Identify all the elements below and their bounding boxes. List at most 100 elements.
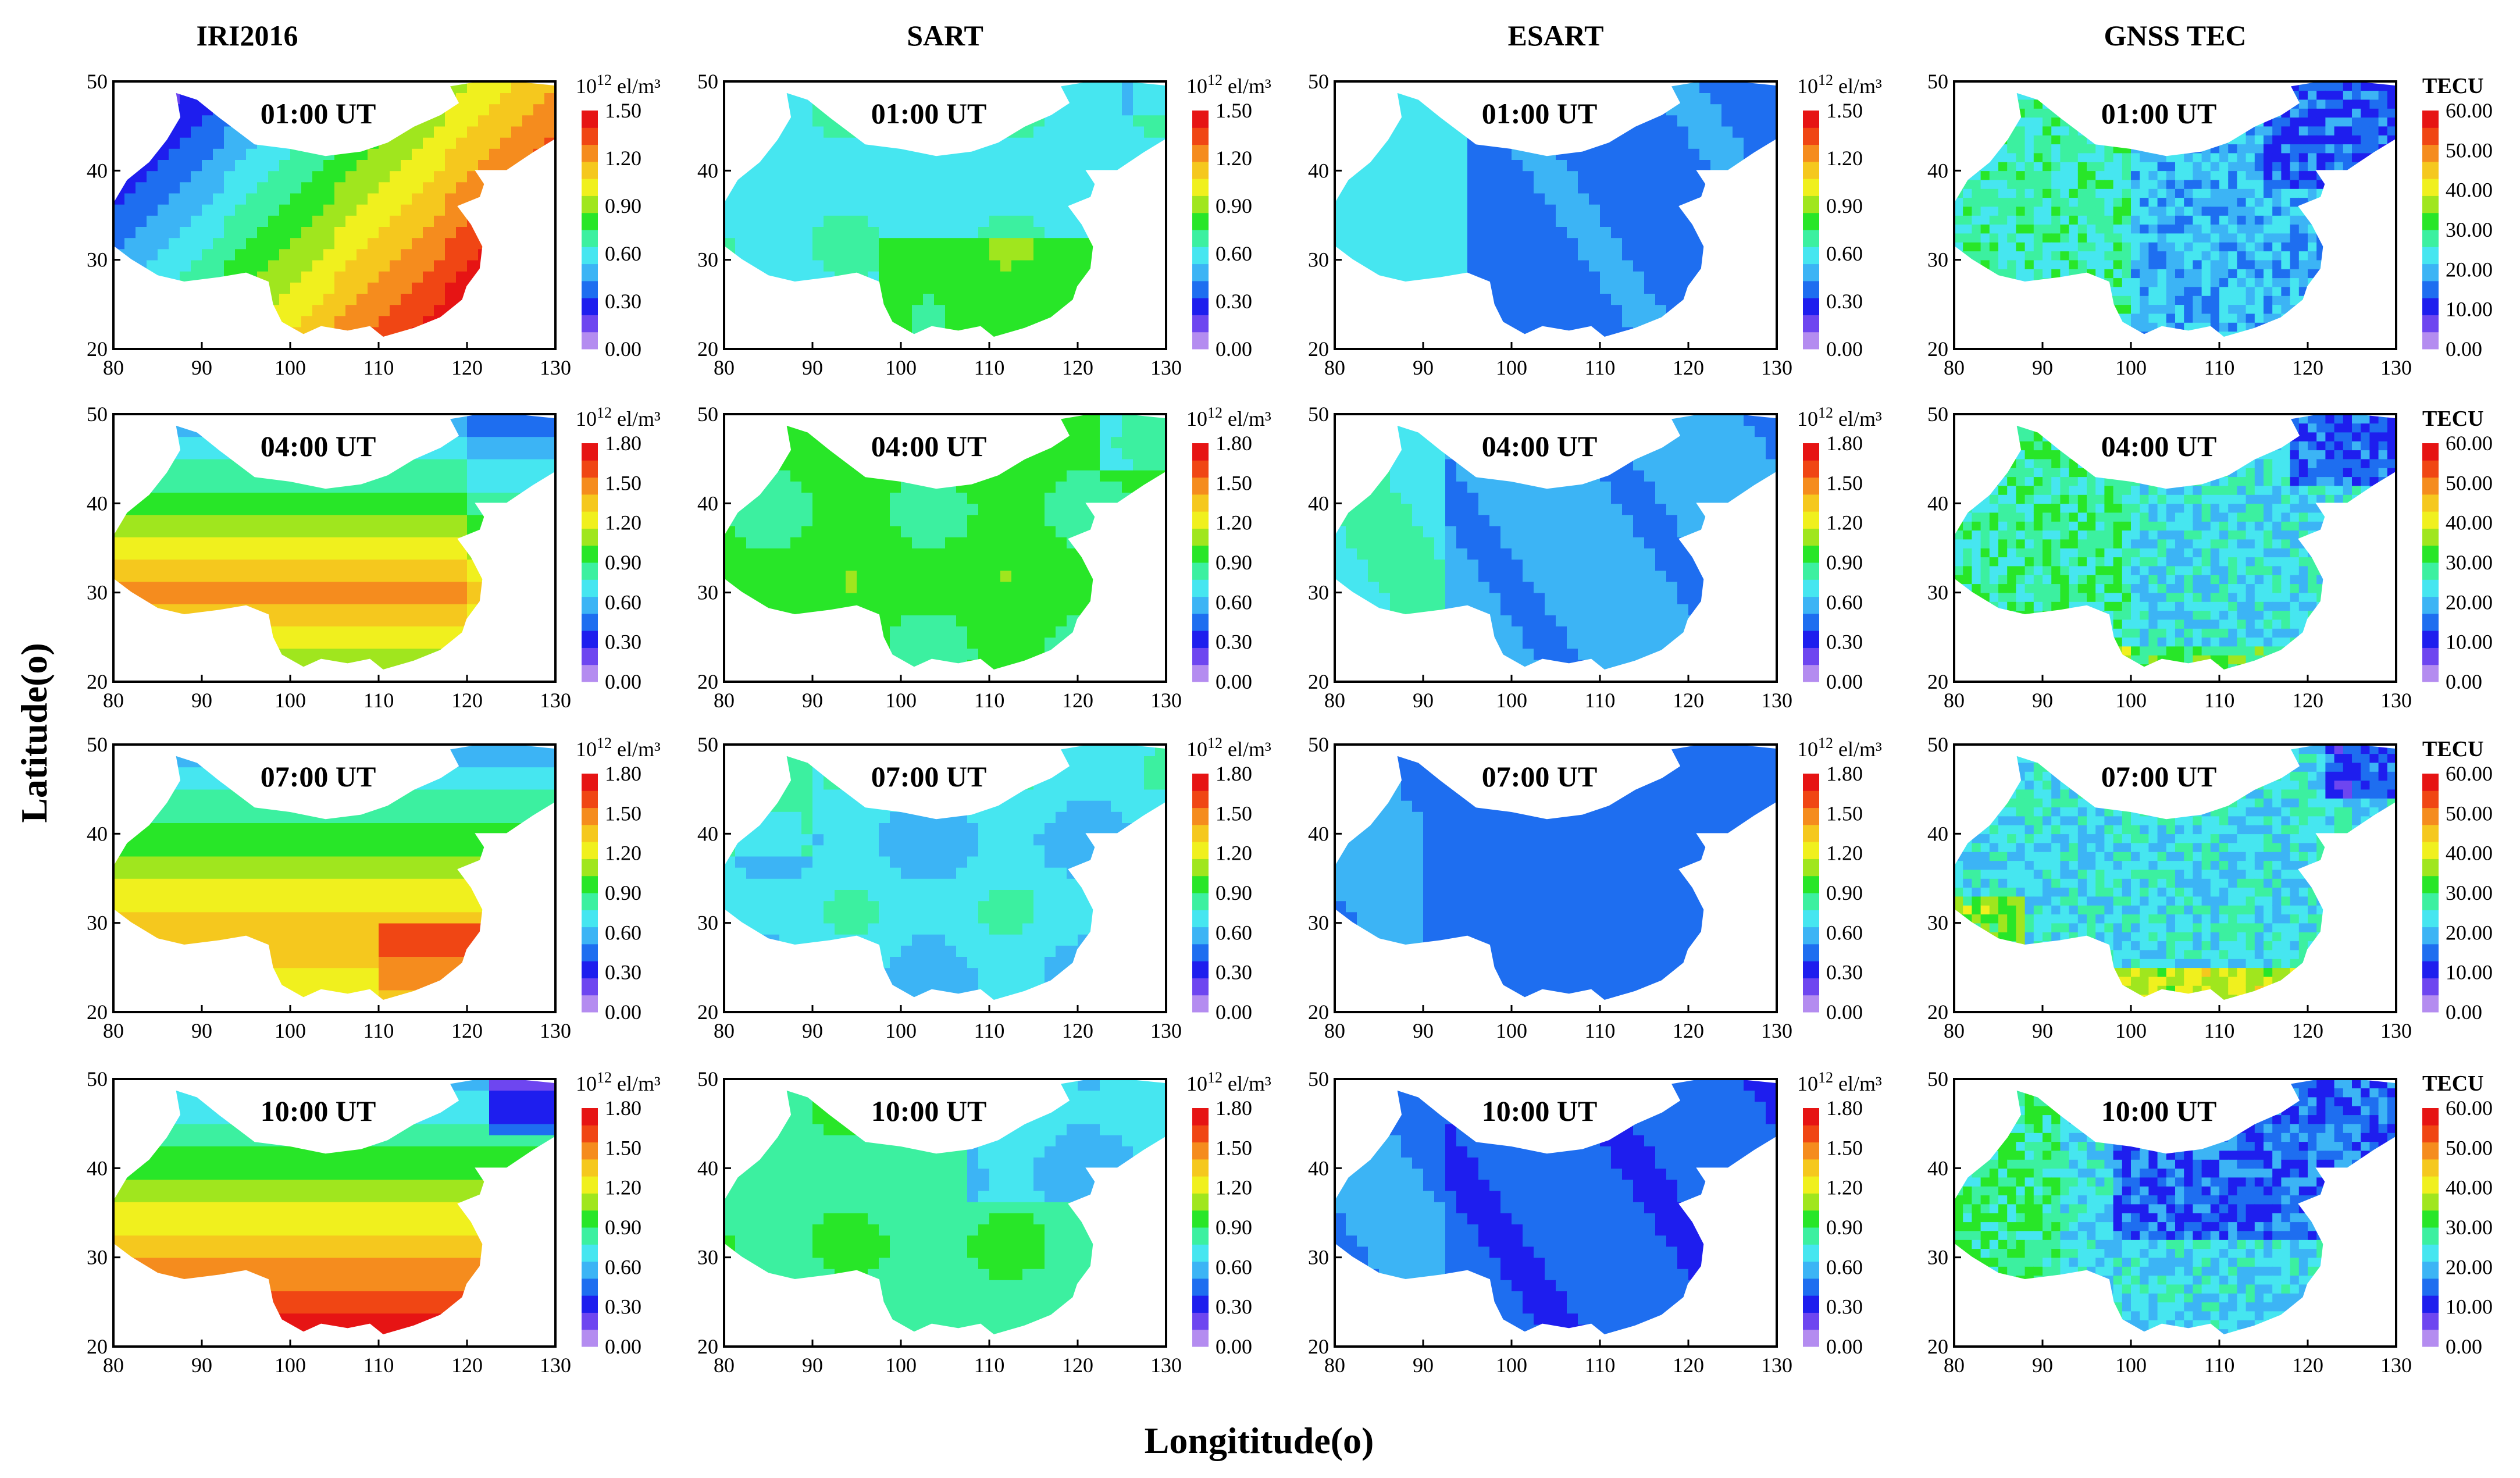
field-cell	[1045, 126, 1056, 138]
field-cell	[2369, 331, 2379, 338]
field-cell	[1963, 322, 1973, 332]
field-cell	[890, 259, 901, 272]
field-cell	[956, 204, 968, 216]
field-cell	[1478, 137, 1490, 149]
field-cell	[2219, 99, 2229, 109]
field-cell	[124, 204, 136, 216]
field-cell	[1655, 282, 1667, 294]
colorbar-tick-label: 1.20	[1826, 147, 1863, 170]
field-cell	[779, 282, 791, 294]
field-cell	[1000, 181, 1012, 194]
field-cell	[1022, 137, 1034, 149]
field-cell	[2007, 206, 2017, 216]
field-cell	[2334, 197, 2344, 207]
field-cell	[1011, 137, 1023, 149]
field-cell	[246, 159, 258, 172]
field-cell	[312, 137, 324, 149]
field-cell	[1633, 148, 1645, 160]
field-cell	[1089, 148, 1100, 160]
field-cell	[323, 282, 335, 294]
field-cell	[2051, 99, 2061, 109]
field-cell	[824, 170, 835, 183]
field-cell	[1467, 248, 1479, 261]
field-cell	[191, 148, 202, 160]
field-cell	[412, 248, 423, 261]
field-cell	[2095, 162, 2105, 172]
field-cell	[180, 104, 191, 116]
field-cell	[1401, 137, 1413, 149]
field-cell	[1000, 137, 1012, 149]
field-cell	[790, 338, 802, 350]
field-cell	[1033, 170, 1045, 183]
field-cell	[1633, 170, 1645, 183]
x-tick-label: 110	[2204, 356, 2235, 379]
field-cell	[511, 248, 523, 261]
field-cell	[2245, 188, 2255, 198]
field-cell	[1011, 282, 1023, 294]
field-cell	[1677, 137, 1689, 149]
field-cell	[757, 215, 769, 227]
field-cell	[235, 81, 247, 93]
field-cell	[1033, 126, 1045, 138]
field-cell	[2343, 197, 2353, 207]
field-cell	[1500, 326, 1512, 338]
field-cell	[1357, 204, 1368, 216]
field-cell	[1390, 226, 1402, 238]
field-cell	[368, 159, 379, 172]
field-cell	[191, 626, 202, 638]
field-cell	[1755, 193, 1766, 205]
field-cell	[2184, 81, 2194, 91]
field-cell	[500, 259, 512, 272]
field-cell	[2193, 259, 2202, 269]
field-cell	[1744, 159, 1755, 172]
field-cell	[180, 115, 191, 127]
field-cell	[544, 248, 555, 261]
field-cell	[202, 671, 213, 682]
field-cell	[1067, 170, 1078, 183]
field-cell	[257, 81, 269, 93]
field-cell	[467, 126, 479, 138]
field-cell	[2308, 295, 2317, 305]
field-cell	[1644, 259, 1656, 272]
field-cell	[533, 326, 545, 338]
field-cell	[945, 204, 957, 216]
field-cell	[2051, 81, 2061, 91]
field-cell	[2361, 322, 2371, 332]
field-cell	[2325, 251, 2335, 261]
field-cell	[1972, 295, 1981, 305]
field-cell	[2122, 224, 2132, 234]
field-cell	[1078, 159, 1089, 172]
field-cell	[1423, 259, 1435, 272]
field-cell	[2325, 99, 2335, 109]
field-cell	[213, 315, 224, 327]
field-cell	[2122, 313, 2132, 323]
field-cell	[835, 159, 846, 172]
field-cell	[757, 181, 769, 194]
field-cell	[812, 181, 824, 194]
field-cell	[456, 215, 468, 227]
field-cell	[1989, 135, 1999, 145]
field-cell	[923, 315, 935, 327]
field-cell	[1622, 237, 1634, 250]
field-cell	[1523, 282, 1534, 294]
field-cell	[2069, 277, 2079, 287]
field-cell	[1578, 215, 1589, 227]
field-cell	[235, 514, 247, 526]
field-cell	[1688, 293, 1700, 305]
field-cell	[1155, 326, 1166, 338]
field-cell	[1434, 181, 1446, 194]
field-cell	[1022, 193, 1034, 205]
field-cell	[2016, 188, 2026, 198]
field-cell	[2184, 286, 2194, 296]
field-cell	[2378, 90, 2388, 100]
field-cell	[1677, 181, 1689, 194]
field-cell	[478, 315, 490, 327]
field-cell	[268, 259, 280, 272]
field-cell	[1721, 148, 1733, 160]
field-cell	[835, 126, 846, 138]
field-cell	[124, 304, 136, 316]
field-cell	[1954, 259, 1963, 269]
field-cell	[2033, 259, 2043, 269]
field-cell	[202, 626, 213, 638]
field-cell	[169, 148, 180, 160]
